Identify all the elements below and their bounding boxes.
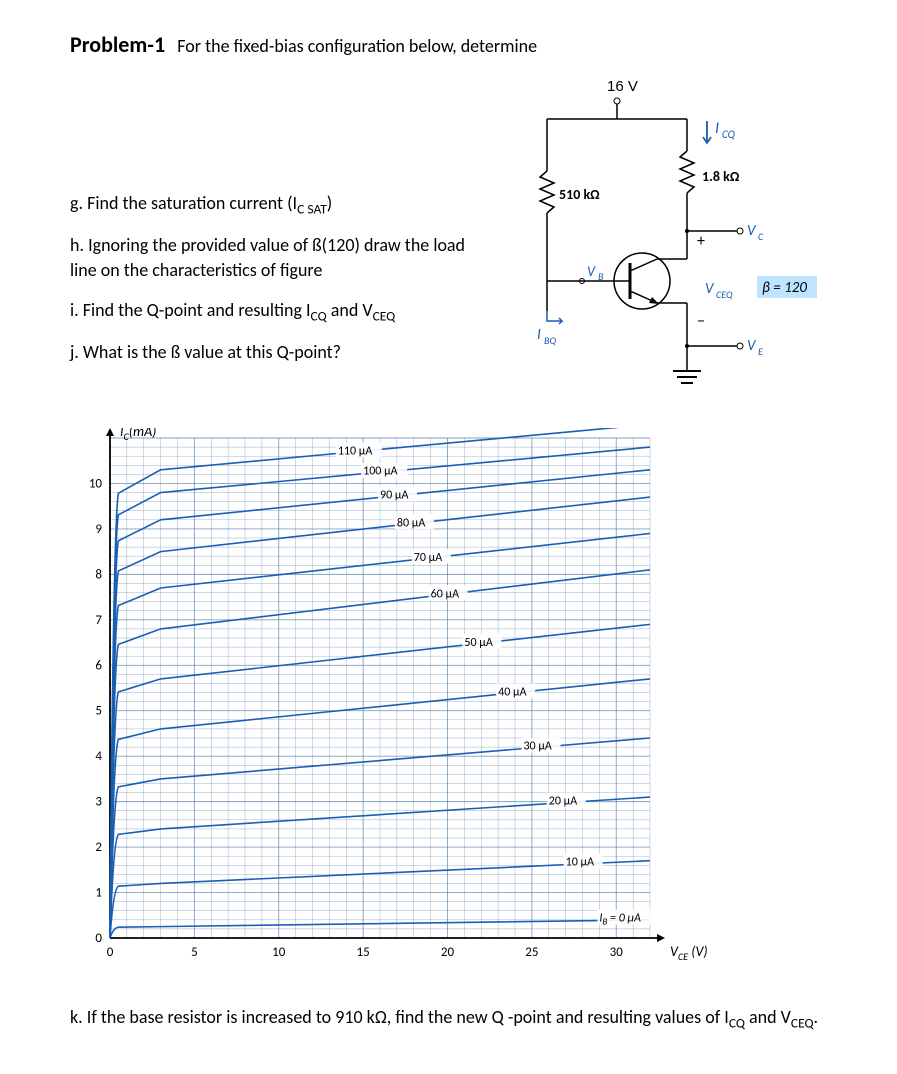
svg-text:V: V <box>747 222 757 240</box>
svg-text:+: + <box>697 232 705 251</box>
svg-text:80 µA: 80 µA <box>397 516 425 530</box>
top-section: g. Find the saturation current (IC SAT) … <box>70 71 827 418</box>
svg-text:B: B <box>598 270 604 283</box>
svg-text:3: 3 <box>95 795 102 810</box>
svg-text:C: C <box>758 230 764 243</box>
question-g: g. Find the saturation current (IC SAT) <box>70 191 467 219</box>
svg-text:1.8 kΩ: 1.8 kΩ <box>702 168 740 185</box>
svg-text:50 µA: 50 µA <box>464 636 492 650</box>
svg-text:110 µA: 110 µA <box>338 444 373 458</box>
question-list: g. Find the saturation current (IC SAT) … <box>70 71 467 418</box>
svg-text:E: E <box>758 345 763 358</box>
svg-text:I: I <box>537 326 541 344</box>
svg-text:16 V: 16 V <box>607 78 638 95</box>
svg-text:CEQ: CEQ <box>716 288 733 301</box>
svg-text:10: 10 <box>89 476 103 491</box>
svg-text:25: 25 <box>525 945 538 960</box>
svg-text:I: I <box>715 119 719 138</box>
circuit-diagram: 16 V510 kΩVBIBQICQ1.8 kΩVC+−VCEQβ = 120V… <box>487 71 827 418</box>
svg-text:30 µA: 30 µA <box>523 740 551 754</box>
problem-title: Problem-1 <box>70 31 165 58</box>
svg-text:0: 0 <box>95 931 102 946</box>
svg-text:90 µA: 90 µA <box>380 488 408 502</box>
svg-text:70 µA: 70 µA <box>414 551 442 565</box>
problem-title-row: Problem-1 For the fixed-bias configurati… <box>70 30 827 61</box>
svg-text:V: V <box>747 337 757 355</box>
svg-text:4: 4 <box>95 749 102 764</box>
svg-text:60 µA: 60 µA <box>431 587 459 601</box>
svg-text:100 µA: 100 µA <box>363 465 398 479</box>
svg-text:10 µA: 10 µA <box>566 856 594 870</box>
svg-text:BQ: BQ <box>544 334 556 347</box>
question-k: k. If the base resistor is increased to … <box>70 1005 827 1033</box>
svg-text:VCE (V): VCE (V) <box>670 943 708 963</box>
question-i: i. Find the Q-point and resulting ICQ an… <box>70 298 467 326</box>
characteristics-chart: 012345678910051015202530IC(mA)VCE (V)IB … <box>70 428 827 985</box>
svg-text:−: − <box>697 312 705 331</box>
svg-text:10: 10 <box>272 945 286 960</box>
svg-text:0: 0 <box>107 945 114 960</box>
svg-text:CQ: CQ <box>722 128 736 141</box>
svg-text:15: 15 <box>357 945 370 960</box>
question-h: h. Ignoring the provided value of ß(120)… <box>70 233 467 283</box>
svg-text:30: 30 <box>610 945 624 960</box>
svg-text:1: 1 <box>95 886 102 901</box>
svg-text:5: 5 <box>95 704 102 719</box>
svg-text:9: 9 <box>95 522 102 537</box>
problem-subtitle: For the fixed-bias configuration below, … <box>177 35 537 57</box>
svg-text:510 kΩ: 510 kΩ <box>559 186 600 203</box>
svg-text:20: 20 <box>441 945 455 960</box>
svg-text:β = 120: β = 120 <box>762 279 807 297</box>
svg-text:2: 2 <box>95 840 102 855</box>
svg-text:5: 5 <box>191 945 198 960</box>
svg-text:V: V <box>705 280 715 298</box>
svg-text:6: 6 <box>95 658 102 673</box>
question-j: j. What is the ß value at this Q-point? <box>70 340 467 365</box>
svg-text:7: 7 <box>95 613 102 628</box>
svg-text:V: V <box>587 263 596 280</box>
svg-text:40 µA: 40 µA <box>498 685 526 699</box>
svg-text:20 µA: 20 µA <box>549 795 577 809</box>
svg-text:8: 8 <box>95 567 102 582</box>
